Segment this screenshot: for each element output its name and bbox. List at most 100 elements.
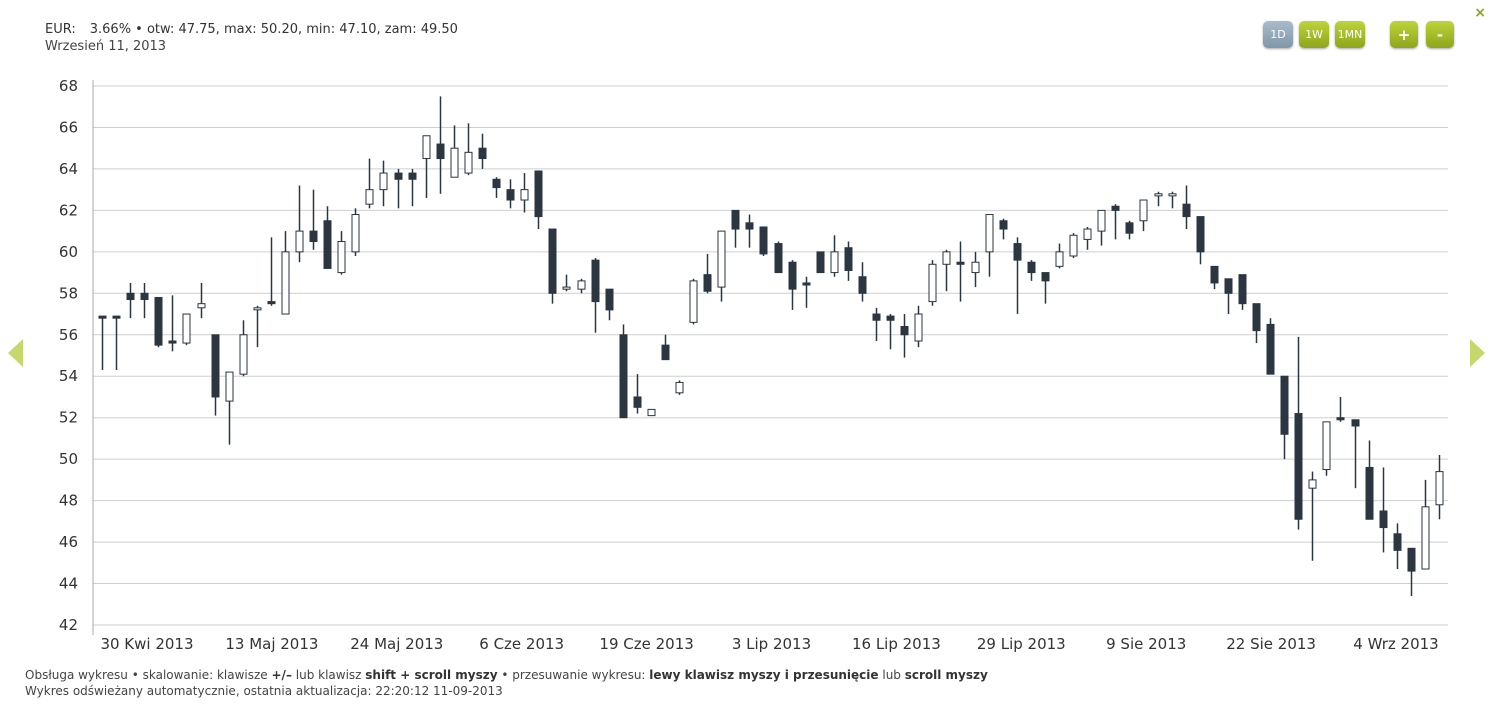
candle-body bbox=[1308, 479, 1317, 489]
candle bbox=[253, 305, 262, 348]
candle bbox=[126, 282, 135, 319]
candle bbox=[1224, 278, 1233, 315]
candle-body bbox=[1393, 533, 1402, 551]
candle bbox=[1365, 440, 1374, 520]
candle-body bbox=[788, 261, 797, 290]
candle bbox=[759, 226, 768, 256]
zoom-out-button[interactable]: - bbox=[1426, 21, 1454, 48]
candle bbox=[999, 218, 1008, 240]
candle bbox=[858, 262, 867, 302]
candle bbox=[1435, 455, 1444, 520]
candle-body bbox=[985, 214, 994, 253]
y-tick-label: 58 bbox=[59, 284, 78, 302]
candle-body bbox=[379, 172, 388, 191]
candle bbox=[506, 179, 515, 209]
candle bbox=[745, 214, 754, 248]
candle bbox=[211, 334, 220, 416]
x-tick-label: 22 Sie 2013 bbox=[1226, 635, 1316, 653]
scroll-left-arrow-icon[interactable] bbox=[8, 339, 24, 367]
candle bbox=[140, 282, 149, 319]
candle-body bbox=[1421, 506, 1430, 570]
candle bbox=[591, 258, 600, 333]
candle-body bbox=[577, 280, 586, 290]
candle-body bbox=[182, 313, 191, 344]
candle bbox=[197, 282, 206, 319]
candle-body bbox=[661, 344, 670, 361]
quote-summary: EUR: 3.66% • otw: 47.75, max: 50.20, min:… bbox=[45, 21, 458, 38]
range-1w-button[interactable]: 1W bbox=[1299, 21, 1329, 48]
candle bbox=[914, 305, 923, 348]
candle-body bbox=[591, 259, 600, 303]
candle-body bbox=[478, 147, 487, 160]
candle bbox=[1055, 243, 1064, 269]
candle-body bbox=[281, 251, 290, 315]
quote-date: Wrzesień 11, 2013 bbox=[45, 39, 167, 54]
candle-body bbox=[1125, 222, 1134, 234]
candle bbox=[464, 123, 473, 176]
candle-body bbox=[267, 301, 276, 305]
grid-lines bbox=[92, 80, 1448, 635]
candle-body bbox=[197, 303, 206, 309]
candle-body bbox=[802, 282, 811, 286]
x-axis-labels: 30 Kwi 2013 13 Maj 2013 24 Maj 2013 6 Cze 2… bbox=[100, 635, 1438, 653]
candle-body bbox=[1210, 265, 1219, 284]
candle-body bbox=[506, 189, 515, 201]
close-icon[interactable]: × bbox=[1474, 5, 1486, 21]
candle-body bbox=[942, 251, 951, 265]
candle-body bbox=[1336, 417, 1345, 421]
usage-drag: lewy klawisz myszy i przesunięcie bbox=[649, 668, 879, 682]
range-1d-button[interactable]: 1D bbox=[1263, 21, 1293, 48]
candle-body bbox=[928, 263, 937, 303]
candle-body bbox=[548, 228, 557, 294]
candle-body bbox=[1027, 261, 1036, 274]
y-tick-label: 48 bbox=[59, 492, 78, 510]
candle-body bbox=[830, 251, 839, 274]
candle-body bbox=[337, 240, 346, 274]
scroll-right-arrow-icon[interactable] bbox=[1469, 339, 1485, 367]
candles bbox=[98, 96, 1444, 596]
candle bbox=[168, 295, 177, 352]
candle bbox=[985, 214, 994, 277]
candle-body bbox=[154, 296, 163, 346]
y-tick-label: 66 bbox=[59, 118, 78, 136]
candle-body bbox=[647, 408, 656, 417]
candle bbox=[295, 185, 304, 263]
x-tick-label: 3 Lip 2013 bbox=[732, 635, 811, 653]
candle bbox=[1308, 471, 1317, 561]
candle bbox=[98, 315, 107, 371]
candle-body bbox=[1182, 203, 1191, 218]
usage-scroll: scroll myszy bbox=[904, 668, 988, 682]
candle bbox=[1097, 209, 1106, 246]
candle bbox=[830, 235, 839, 277]
candle bbox=[1210, 265, 1219, 290]
candle bbox=[1196, 216, 1205, 265]
candle-body bbox=[126, 292, 135, 301]
candle bbox=[844, 241, 853, 281]
candle bbox=[774, 241, 783, 274]
candle-body bbox=[1111, 205, 1120, 211]
candle-body bbox=[774, 243, 783, 274]
candle-body bbox=[323, 220, 332, 269]
candle-body bbox=[1097, 209, 1106, 232]
candle-body bbox=[1379, 510, 1388, 529]
candle-body bbox=[605, 288, 614, 311]
chart-footer: Obsługa wykresu • skalowanie: klawisze +… bbox=[25, 667, 988, 699]
candle-body bbox=[900, 325, 909, 336]
candle-body bbox=[1280, 375, 1289, 435]
candle bbox=[605, 288, 614, 321]
candle bbox=[731, 209, 740, 248]
x-tick-label: 24 Maj 2013 bbox=[350, 635, 443, 653]
candle-body bbox=[858, 276, 867, 294]
candle-body bbox=[1139, 199, 1148, 222]
zoom-in-button[interactable]: + bbox=[1390, 21, 1418, 48]
candle bbox=[1125, 220, 1134, 240]
usage-scroll-keys: shift + scroll myszy bbox=[365, 668, 498, 682]
candle-body bbox=[211, 334, 220, 398]
candle bbox=[492, 177, 501, 198]
candle bbox=[337, 231, 346, 275]
candle-body bbox=[1083, 228, 1092, 240]
range-1mn-button[interactable]: 1MN bbox=[1335, 21, 1365, 48]
candle-body bbox=[816, 251, 825, 274]
candle bbox=[534, 170, 543, 230]
